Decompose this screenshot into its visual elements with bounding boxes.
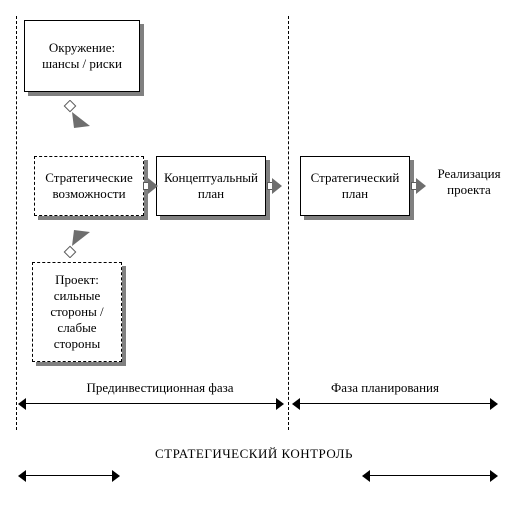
box-project-sw: Проект: сильные стороны / слабые стороны: [32, 262, 122, 362]
box-strategic-opportunities-text: Стратегические возможности: [39, 170, 139, 202]
box-environment: Окружение: шансы / риски: [24, 20, 140, 92]
label-strategic-control: СТРАТЕГИЧЕСКИЙ КОНТРОЛЬ: [100, 446, 408, 462]
box-strategic-plan-text: Стратегический план: [305, 170, 405, 202]
dashed-line-mid: [288, 16, 289, 430]
dashed-line-left: [16, 16, 17, 430]
range-arrow-bottom-right: [362, 470, 498, 482]
label-phase1: Прединвестиционная фаза: [60, 380, 260, 396]
box-concept-plan-text: Концептуальный план: [161, 170, 261, 202]
diagram-canvas: Окружение: шансы / риски Стратегические …: [0, 0, 508, 506]
arrow-concept-to-plan: [267, 178, 283, 194]
arrow-env-to-strat: [62, 100, 96, 134]
arrow-strat-to-concept: [143, 178, 159, 194]
range-arrow-phase2: [292, 398, 498, 410]
label-realization: Реализация проекта: [434, 166, 504, 198]
arrow-proj-to-strat: [62, 224, 96, 258]
label-phase2: Фаза планирования: [300, 380, 470, 396]
range-arrow-phase1: [18, 398, 284, 410]
box-environment-text: Окружение: шансы / риски: [29, 40, 135, 72]
range-arrow-bottom-left: [18, 470, 120, 482]
box-strategic-opportunities: Стратегические возможности: [34, 156, 144, 216]
box-concept-plan: Концептуальный план: [156, 156, 266, 216]
box-project-sw-text: Проект: сильные стороны / слабые стороны: [37, 272, 117, 352]
box-strategic-plan: Стратегический план: [300, 156, 410, 216]
arrow-plan-to-realization: [411, 178, 427, 194]
